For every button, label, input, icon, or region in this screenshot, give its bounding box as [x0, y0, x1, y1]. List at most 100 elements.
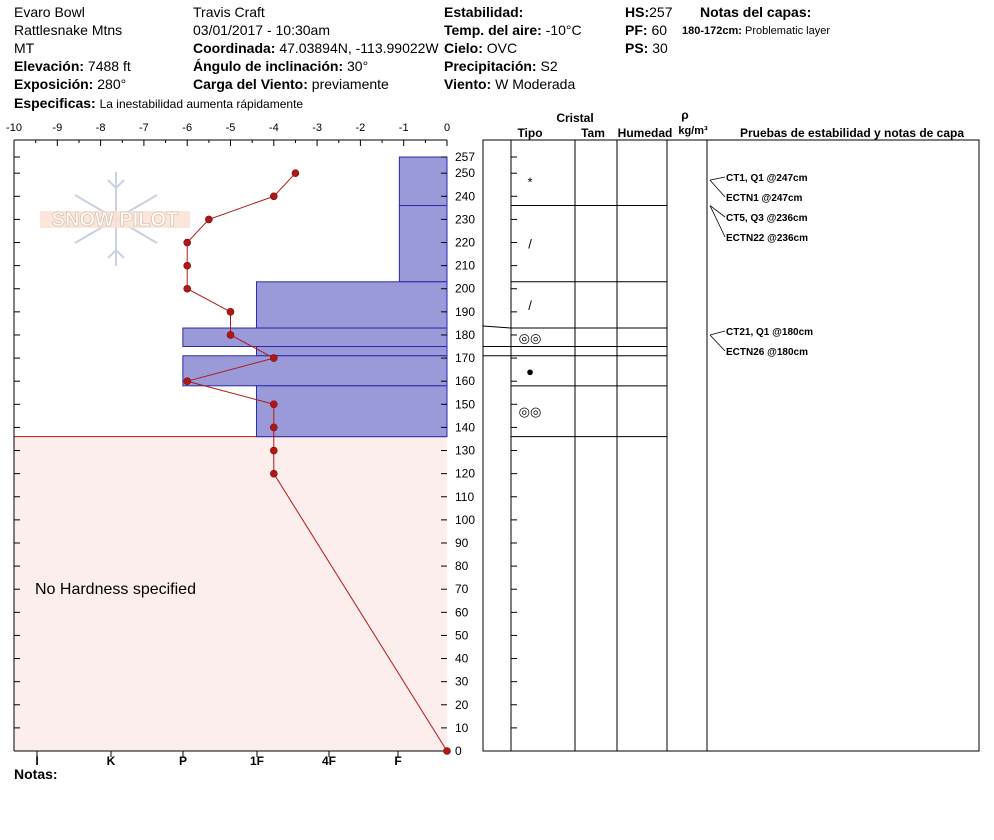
height-tick-label: 110: [455, 490, 474, 504]
test-arrow: [709, 334, 726, 352]
stability: Estabilidad:: [444, 4, 524, 20]
datetime: 03/01/2017 - 10:30am: [193, 22, 330, 38]
crystal-type-symbol: ◎◎: [519, 330, 542, 345]
temp-tick-label: 0: [444, 122, 450, 134]
temperature-point: [443, 747, 451, 755]
temperature-point: [205, 215, 213, 224]
col-crystal: Cristal: [556, 111, 593, 125]
temperature-point: [183, 284, 191, 293]
height-tick-label: 20: [455, 698, 469, 712]
temperature-point: [269, 192, 278, 201]
coordinates: Coordinada: 47.03894N, -113.99022W: [193, 40, 439, 56]
height-tick-label: 80: [455, 559, 469, 573]
height-tick-label: 100: [455, 513, 475, 527]
temperature-point: [269, 469, 278, 478]
hardness-tick-label: I: [35, 754, 38, 768]
temperature-point: [269, 423, 278, 432]
hardness-tick-label: F: [394, 754, 401, 768]
height-tick-label: 190: [455, 305, 475, 319]
hardness-bar: [182, 355, 448, 387]
state: MT: [14, 40, 35, 56]
hardness-bar: [398, 205, 448, 283]
height-tick-label: 220: [455, 236, 475, 250]
temperature-point: [291, 169, 300, 177]
hardness-tick-label: 1F: [250, 754, 264, 768]
stability-test-label: CT1, Q1 @247cm: [726, 173, 808, 184]
test-arrow: [709, 205, 726, 218]
pf: PF: 60: [625, 22, 668, 38]
hs: HS:257: [625, 4, 673, 20]
col-rho: ρ: [681, 108, 688, 122]
height-tick-label: 150: [455, 397, 475, 411]
height-tick-label: 30: [455, 675, 469, 689]
height-tick-label: 170: [455, 351, 475, 365]
test-arrow: [709, 179, 726, 198]
hardness-tick-label: K: [107, 754, 116, 768]
temp-tick-label: -3: [312, 122, 322, 134]
location: Evaro Bowl: [14, 4, 85, 20]
test-arrow: [709, 205, 726, 238]
temp-tick-label: -7: [139, 122, 149, 134]
height-tick-label: 257: [455, 150, 475, 164]
notes-label: Notas:: [14, 766, 58, 782]
height-tick-label: 90: [455, 536, 469, 550]
height-tick-label: 200: [455, 282, 475, 296]
stability-test-label: CT21, Q1 @180cm: [726, 327, 813, 338]
crystal-type-symbol: *: [527, 174, 532, 189]
crystal-type-symbol: /: [528, 237, 532, 252]
height-tick-label: 130: [455, 444, 475, 458]
crystal-type-symbol: ◎◎: [519, 404, 542, 419]
hardness-bar: [398, 156, 448, 207]
observer: Travis Craft: [193, 4, 265, 20]
height-tick-label: 140: [455, 420, 475, 434]
height-tick-label: 180: [455, 328, 475, 342]
temp-tick-label: -10: [6, 122, 22, 134]
crystal-type-symbol: /: [528, 298, 532, 313]
temperature-point: [183, 261, 191, 270]
temperature-point: [269, 446, 278, 455]
layer-note: 180-172cm: Problematic layer: [682, 25, 830, 37]
ps: PS: 30: [625, 40, 668, 56]
stability-test-label: ECTN22 @236cm: [726, 233, 808, 244]
range: Rattlesnake Mtns: [14, 22, 123, 38]
temp-tick-label: -6: [182, 122, 192, 134]
svg-text:SNOW PILOT: SNOW PILOT: [52, 209, 179, 231]
col-moisture: Humedad: [618, 126, 673, 140]
temperature-point: [269, 400, 278, 409]
air-temp: Temp. del aire: -10°C: [444, 22, 582, 38]
hardness-bar: [255, 281, 448, 329]
hardness-bar: [255, 346, 448, 357]
stability-test-label: CT5, Q3 @236cm: [726, 213, 808, 224]
height-tick-label: 240: [455, 189, 475, 203]
test-arrow: [709, 330, 726, 336]
temperature-point: [183, 377, 191, 385]
temperature-point: [183, 238, 191, 247]
specifics: Especificas: La inestabilidad aumenta rá…: [14, 95, 304, 111]
height-tick-label: 120: [455, 467, 475, 481]
height-tick-label: 60: [455, 605, 469, 619]
height-tick-label: 50: [455, 628, 469, 642]
col-type: Tipo: [517, 126, 542, 140]
hardness-bar: [255, 385, 448, 438]
temp-tick-label: -2: [356, 122, 366, 134]
height-tick-label: 160: [455, 374, 475, 388]
slope-angle: Ángulo de inclinación: 30°: [193, 58, 369, 74]
precipitation: Precipitación: S2: [444, 58, 558, 74]
hardness-tick-label: 4F: [322, 754, 336, 768]
height-tick-label: 210: [455, 259, 475, 273]
temperature-point: [226, 331, 235, 339]
hardness-tick-label: P: [179, 754, 187, 768]
height-tick-label: 10: [455, 721, 469, 735]
temp-tick-label: -4: [269, 122, 279, 134]
snowpilot-logo: SNOW PILOT: [40, 172, 190, 266]
temp-tick-label: -8: [96, 122, 106, 134]
height-tick-label: 250: [455, 166, 475, 180]
col-tests: Pruebas de estabilidad y notas de capa: [740, 126, 964, 140]
temperature-point: [226, 308, 235, 316]
no-hardness-region: [14, 436, 447, 751]
test-arrow: [709, 176, 726, 181]
wind-loading: Carga del Viento: previamente: [193, 76, 389, 92]
temp-tick-label: -5: [226, 122, 236, 134]
col-density-unit: kg/m³: [678, 125, 708, 137]
no-hardness-label: No Hardness specified: [35, 581, 196, 598]
